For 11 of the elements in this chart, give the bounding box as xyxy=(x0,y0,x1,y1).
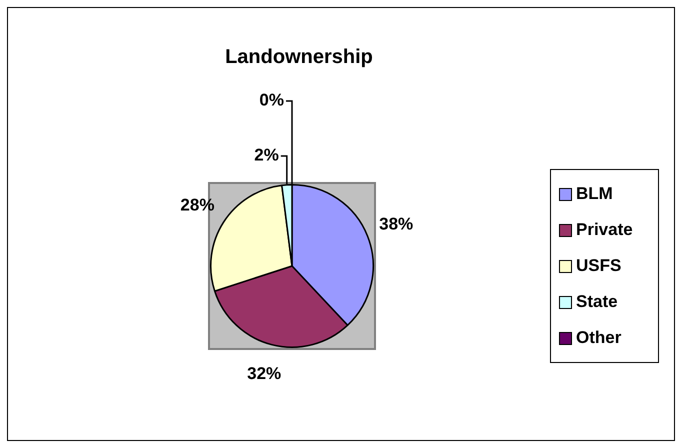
data-label: 28% xyxy=(180,196,214,215)
chart-title: Landownership xyxy=(224,46,374,69)
data-label: 38% xyxy=(379,214,414,234)
legend-label: Other xyxy=(576,328,622,348)
data-label: 32% xyxy=(247,364,282,384)
data-label: 2% xyxy=(254,146,279,165)
legend-label: Private xyxy=(576,220,633,240)
legend-label: State xyxy=(576,292,618,312)
legend-label: USFS xyxy=(576,256,622,276)
legend-label: BLM xyxy=(576,184,613,204)
text: 0% xyxy=(259,90,284,110)
